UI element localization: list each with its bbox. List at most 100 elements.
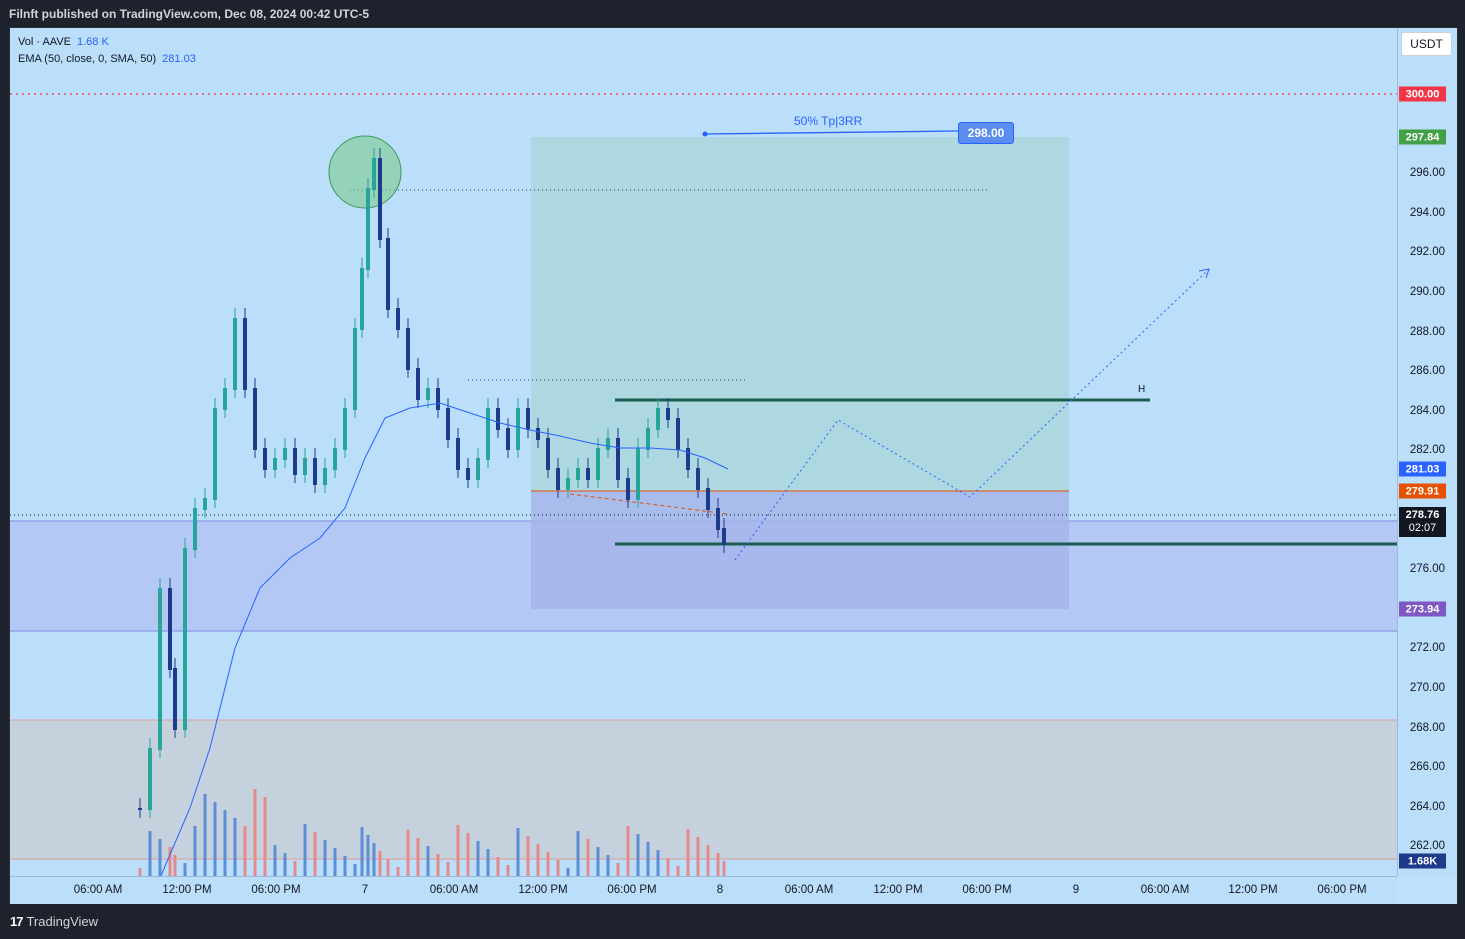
tp-price-label[interactable]: 298.00 bbox=[958, 122, 1014, 144]
time-tick: 7 bbox=[361, 884, 369, 896]
price-tick: 282.00 bbox=[1409, 444, 1445, 457]
candle-body bbox=[148, 748, 152, 810]
volume-bar bbox=[416, 838, 420, 876]
time-tick: 12:00 PM bbox=[1228, 884, 1278, 896]
volume-bar bbox=[283, 853, 287, 876]
volume-bar bbox=[636, 834, 640, 876]
time-tick: 8 bbox=[716, 884, 724, 896]
ema-line bbox=[160, 402, 729, 876]
candle-body bbox=[706, 488, 710, 510]
price-tick: 272.00 bbox=[1409, 642, 1445, 655]
stop-box[interactable] bbox=[531, 491, 1069, 609]
candle-body bbox=[223, 388, 227, 410]
candle-body bbox=[516, 408, 520, 450]
candle-body bbox=[436, 388, 440, 410]
price-axis[interactable]: 296.00 294.00 292.00 290.00 288.00 286.00 284.… bbox=[1397, 28, 1456, 876]
volume-bar bbox=[696, 837, 700, 876]
price-tick: 270.00 bbox=[1409, 682, 1445, 694]
h-marker: H bbox=[1138, 384, 1146, 395]
volume-bar bbox=[158, 839, 162, 876]
legend-vol-label: Vol · AAVE bbox=[18, 36, 71, 48]
tp-line[interactable] bbox=[704, 130, 959, 135]
candle-body bbox=[536, 428, 540, 440]
volume-bar bbox=[333, 848, 337, 876]
projection-path[interactable] bbox=[734, 269, 1209, 561]
footer: 17 TradingView bbox=[0, 904, 1465, 939]
candle-body bbox=[303, 458, 307, 475]
candle-body bbox=[293, 448, 297, 475]
candle-body bbox=[193, 508, 197, 550]
candle-body bbox=[313, 458, 317, 485]
volume-bar bbox=[446, 862, 450, 876]
volume-bar bbox=[666, 858, 670, 876]
candle-body bbox=[626, 478, 630, 500]
time-axis[interactable]: 06:00 AM 12:00 PM 06:00 PM 7 06:00 AM 12:00 P… bbox=[10, 876, 1397, 904]
projection-arrowhead bbox=[1198, 268, 1210, 279]
candle-body bbox=[360, 268, 364, 330]
volume-bar bbox=[436, 854, 440, 876]
legend-volume[interactable]: Vol · AAVE 1.68 K bbox=[18, 34, 196, 51]
currency-button[interactable]: USDT bbox=[1401, 32, 1452, 56]
price-tick: 262.00 bbox=[1409, 840, 1445, 853]
volume-bar bbox=[263, 797, 267, 876]
candle-body bbox=[168, 588, 172, 670]
volume-bar bbox=[716, 853, 720, 876]
candle-body bbox=[722, 528, 726, 545]
volume-bar bbox=[456, 825, 460, 876]
volume-bar bbox=[148, 831, 152, 876]
tradingview-logo[interactable]: 17 TradingView bbox=[10, 914, 98, 929]
volume-bar bbox=[646, 842, 650, 876]
volume-bar bbox=[223, 810, 227, 876]
candle-body bbox=[456, 438, 460, 470]
price-label-300: 300.00 bbox=[1399, 86, 1446, 102]
price-tick: 290.00 bbox=[1409, 286, 1445, 298]
candle-body bbox=[203, 498, 207, 510]
volume-bar bbox=[360, 827, 364, 876]
candle-body bbox=[386, 238, 390, 310]
volume-bar bbox=[566, 868, 570, 876]
tp-annotation-text[interactable]: 50% Tp|3RR bbox=[794, 114, 863, 128]
candle-body bbox=[243, 318, 247, 390]
volume-bar bbox=[253, 789, 257, 876]
publish-header: Filnft published on TradingView.com, Dec… bbox=[0, 0, 1465, 27]
tp-line-anchor[interactable] bbox=[702, 131, 708, 137]
target-box[interactable] bbox=[531, 137, 1069, 491]
candle-body bbox=[426, 388, 430, 400]
time-tick: 06:00 AM bbox=[429, 884, 479, 896]
price-tick: 286.00 bbox=[1409, 365, 1445, 378]
volume-bar bbox=[596, 847, 600, 876]
time-tick: 06:00 PM bbox=[251, 884, 301, 896]
candle-body bbox=[606, 438, 610, 450]
price-label-stop: 273.94 bbox=[1399, 601, 1446, 617]
volume-bar bbox=[366, 835, 370, 876]
volume-bar bbox=[526, 836, 530, 876]
candle-body bbox=[526, 408, 530, 430]
volume-bar bbox=[606, 855, 610, 876]
candle-body bbox=[596, 448, 600, 480]
candle-body bbox=[636, 448, 640, 500]
price-tick: 276.00 bbox=[1409, 563, 1445, 576]
volume-bar bbox=[353, 864, 357, 876]
peak-highlight-circle[interactable] bbox=[328, 135, 402, 209]
time-tick: 06:00 AM bbox=[73, 884, 123, 896]
candle-body bbox=[323, 468, 327, 485]
volume-bar bbox=[426, 846, 430, 876]
volume-bar bbox=[722, 861, 726, 876]
volume-bar bbox=[546, 852, 550, 876]
candle-body bbox=[173, 668, 177, 730]
chart-svg[interactable] bbox=[10, 28, 1397, 876]
time-tick: 06:00 AM bbox=[1140, 884, 1190, 896]
candle-body bbox=[138, 808, 142, 810]
volume-zone bbox=[10, 720, 1397, 860]
chart-plot-area[interactable] bbox=[10, 28, 1397, 876]
candle-body bbox=[372, 158, 376, 190]
legend-ema[interactable]: EMA (50, close, 0, SMA, 50) 281.03 bbox=[18, 51, 196, 68]
time-tick: 06:00 PM bbox=[607, 884, 657, 896]
candle-body bbox=[158, 588, 162, 750]
price-label-ema: 281.03 bbox=[1399, 461, 1446, 477]
tradingview-logo-icon: 17 bbox=[10, 914, 24, 929]
candle-body bbox=[676, 418, 680, 450]
candle-body bbox=[576, 468, 580, 480]
candle-body bbox=[466, 468, 470, 480]
candle-body bbox=[616, 438, 620, 480]
